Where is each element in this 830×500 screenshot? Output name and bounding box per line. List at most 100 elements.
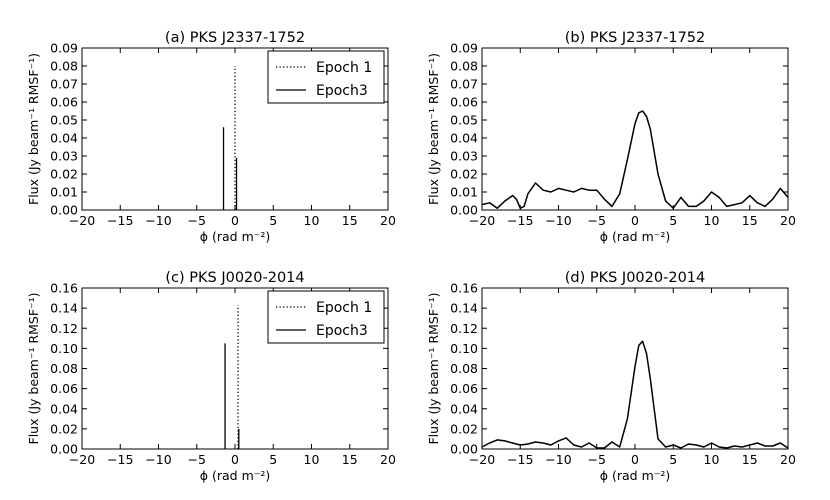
- panel-title: (c) PKS J0020-2014: [165, 270, 304, 286]
- x-tick-label: 0: [631, 213, 639, 228]
- data-point: [619, 193, 621, 195]
- x-tick-label: −20: [469, 213, 495, 228]
- data-point: [733, 445, 736, 447]
- data-point: [687, 205, 690, 207]
- y-tick-label: 0.12: [50, 321, 78, 336]
- y-tick-label: 0.10: [450, 341, 478, 356]
- data-point: [504, 200, 506, 202]
- data-point: [573, 444, 575, 446]
- panel-a: (a) PKS J2337-1752 −20 −15 −10 −5 0 5 10 15 20 0.0…: [26, 30, 396, 244]
- y-tick-label: 0.03: [450, 149, 478, 164]
- y-tick-label: 0.09: [450, 41, 478, 56]
- y-tick-label: 0.09: [50, 41, 78, 56]
- data-point: [511, 442, 514, 444]
- data-point: [527, 193, 529, 195]
- data-point: [710, 442, 713, 444]
- x-tick-label: −15: [507, 213, 533, 228]
- data-point: [710, 191, 713, 193]
- data-point: [489, 202, 491, 204]
- x-tick-label: −5: [588, 452, 606, 467]
- data-point: [680, 196, 682, 198]
- data-point: [588, 189, 590, 191]
- x-tick-label: 15: [342, 452, 358, 467]
- y-tick-label: 0.00: [450, 442, 478, 457]
- y-tick-label: 0.01: [50, 185, 78, 200]
- y-tick-label: 0.00: [50, 442, 78, 457]
- legend-label: Epoch 1: [316, 60, 372, 76]
- y-tick-label: 0.06: [50, 381, 78, 396]
- x-tick-label: 0: [231, 213, 239, 228]
- data-point: [645, 352, 648, 355]
- x-tick-label: −20: [469, 452, 495, 467]
- data-point: [515, 198, 518, 200]
- data-point: [603, 198, 606, 200]
- data-point: [557, 187, 560, 189]
- data-point: [496, 207, 498, 209]
- x-tick-label: −15: [107, 213, 133, 228]
- data-point: [565, 189, 567, 191]
- y-tick-label: 0.05: [450, 113, 478, 128]
- data-point: [638, 112, 640, 114]
- x-tick-label: −10: [545, 213, 571, 228]
- y-tick-label: 0.06: [50, 95, 78, 110]
- data-point: [726, 205, 728, 207]
- data-point: [634, 123, 636, 125]
- data-point: [588, 442, 590, 444]
- y-axis-label: Flux (Jy beam⁻¹ RMSF⁻¹): [426, 53, 441, 205]
- data-point: [779, 442, 781, 444]
- data-point: [511, 195, 514, 197]
- x-tick-label: 0: [231, 452, 239, 467]
- data-point: [496, 439, 498, 441]
- x-tick-label: −10: [145, 213, 171, 228]
- x-tick-label: −10: [145, 452, 171, 467]
- data-point: [626, 418, 628, 420]
- x-tick-label: −5: [188, 213, 206, 228]
- plot-frame: [481, 47, 789, 211]
- data-point: [619, 446, 621, 448]
- data-point: [649, 128, 651, 130]
- y-tick-label: 0.16: [450, 281, 478, 296]
- data-point: [580, 187, 583, 189]
- panel-d: (d) PKS J0020-2014 −20 −15 −10 −5 0 5 10 15 20 0.0…: [426, 270, 796, 483]
- panel-b: (b) PKS J2337-1752 −20 −15 −10 −5 0 5 10 15 20 0.0…: [426, 30, 796, 244]
- panel-title: (b) PKS J2337-1752: [565, 30, 706, 46]
- panel-title: (d) PKS J0020-2014: [565, 270, 706, 286]
- x-axis-label: ϕ (rad m⁻²): [600, 468, 670, 483]
- x-tick-label: 5: [669, 452, 677, 467]
- data-point: [703, 200, 705, 202]
- y-tick-label: 0.02: [50, 167, 78, 182]
- data-point: [665, 200, 667, 202]
- y-tick-label: 0.08: [450, 361, 478, 376]
- data-point: [634, 365, 636, 368]
- data-point: [657, 173, 659, 175]
- x-tick-label: 20: [780, 452, 796, 467]
- data-point: [542, 189, 544, 191]
- x-tick-label: 10: [704, 213, 720, 228]
- data-point: [642, 340, 644, 342]
- data-point: [772, 445, 774, 447]
- data-point: [756, 442, 759, 444]
- y-tick-label: 0.01: [450, 185, 478, 200]
- data-point: [626, 159, 628, 161]
- panel-title: (a) PKS J2337-1752: [165, 30, 305, 46]
- y-axis-label: Flux (Jy beam⁻¹ RMSF⁻¹): [426, 292, 441, 444]
- spectrum-line: [481, 340, 789, 449]
- data-point: [534, 182, 537, 184]
- data-point: [687, 443, 690, 445]
- x-tick-label: −20: [69, 213, 95, 228]
- data-point: [703, 446, 705, 448]
- data-point: [764, 205, 766, 207]
- y-tick-label: 0.08: [50, 59, 78, 74]
- data-point: [596, 189, 598, 191]
- data-point: [680, 447, 682, 449]
- data-point: [649, 377, 651, 380]
- data-point: [665, 446, 667, 448]
- y-tick-label: 0.04: [450, 131, 478, 146]
- data-point: [523, 205, 525, 207]
- data-point: [611, 205, 613, 207]
- data-point: [749, 195, 751, 197]
- y-tick-label: 0.14: [50, 301, 78, 316]
- data-point: [733, 204, 736, 206]
- y-tick-label: 0.03: [50, 149, 78, 164]
